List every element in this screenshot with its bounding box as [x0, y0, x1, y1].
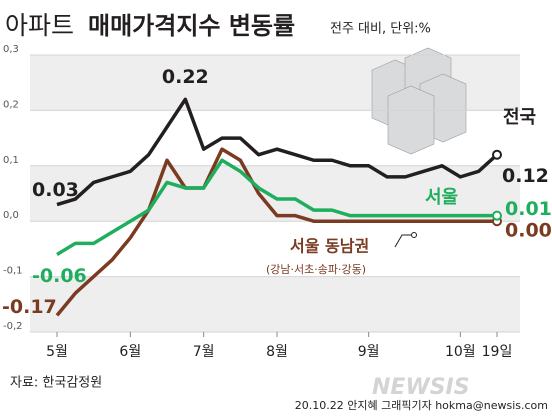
leader-dot [411, 232, 417, 238]
data-label: 0.03 [32, 179, 79, 201]
x-tick-label: 9월 [358, 344, 380, 360]
series-line [55, 147, 497, 317]
legend-label: 서울 동남권 [290, 237, 369, 256]
subtitle: 전주 대비, 단위:% [330, 22, 431, 37]
y-tick-label: 0,1 [3, 155, 19, 166]
y-tick-label: -0,1 [3, 266, 23, 277]
x-tick-label: 19일 [482, 344, 513, 360]
x-tick-label: 5월 [46, 344, 68, 360]
credit: 20.10.22 안지혜 그래픽기자 hokma@newsis.com [295, 399, 548, 412]
x-tick-label: 10월 [445, 344, 476, 360]
band [30, 276, 520, 332]
source: 자료: 한국감정원 [10, 376, 102, 391]
y-tick-label: -0,2 [3, 321, 23, 332]
x-tick-label: 6월 [119, 344, 141, 360]
building-illustration [371, 47, 467, 155]
legend-label: 전국 [503, 107, 536, 128]
y-tick-label: 0,2 [3, 99, 19, 110]
y-tick-label: 0,3 [3, 44, 19, 55]
y-tick-label: 0,0 [3, 210, 19, 221]
x-tick-label: 8월 [266, 344, 288, 360]
end-marker [492, 149, 502, 160]
title-prefix: 아파트 [5, 11, 74, 40]
leader-line [394, 234, 412, 248]
watermark: NEWSIS [372, 375, 470, 400]
series-line [56, 158, 497, 256]
data-label: 0.01 [505, 198, 552, 220]
series-line [56, 97, 499, 207]
legend-label: 서울 [425, 187, 458, 208]
data-label: -0.17 [2, 296, 57, 318]
end-marker [492, 210, 502, 221]
data-label: -0.06 [32, 265, 87, 287]
data-label: 0.22 [162, 66, 209, 88]
x-tick-label: 7월 [193, 344, 215, 360]
chart-title: 매매가격지수 변동률 [88, 12, 295, 40]
legend-note: (강남·서초·송파·강동) [266, 263, 366, 276]
data-label: 0.00 [505, 220, 552, 242]
data-label: 0.12 [502, 165, 549, 187]
